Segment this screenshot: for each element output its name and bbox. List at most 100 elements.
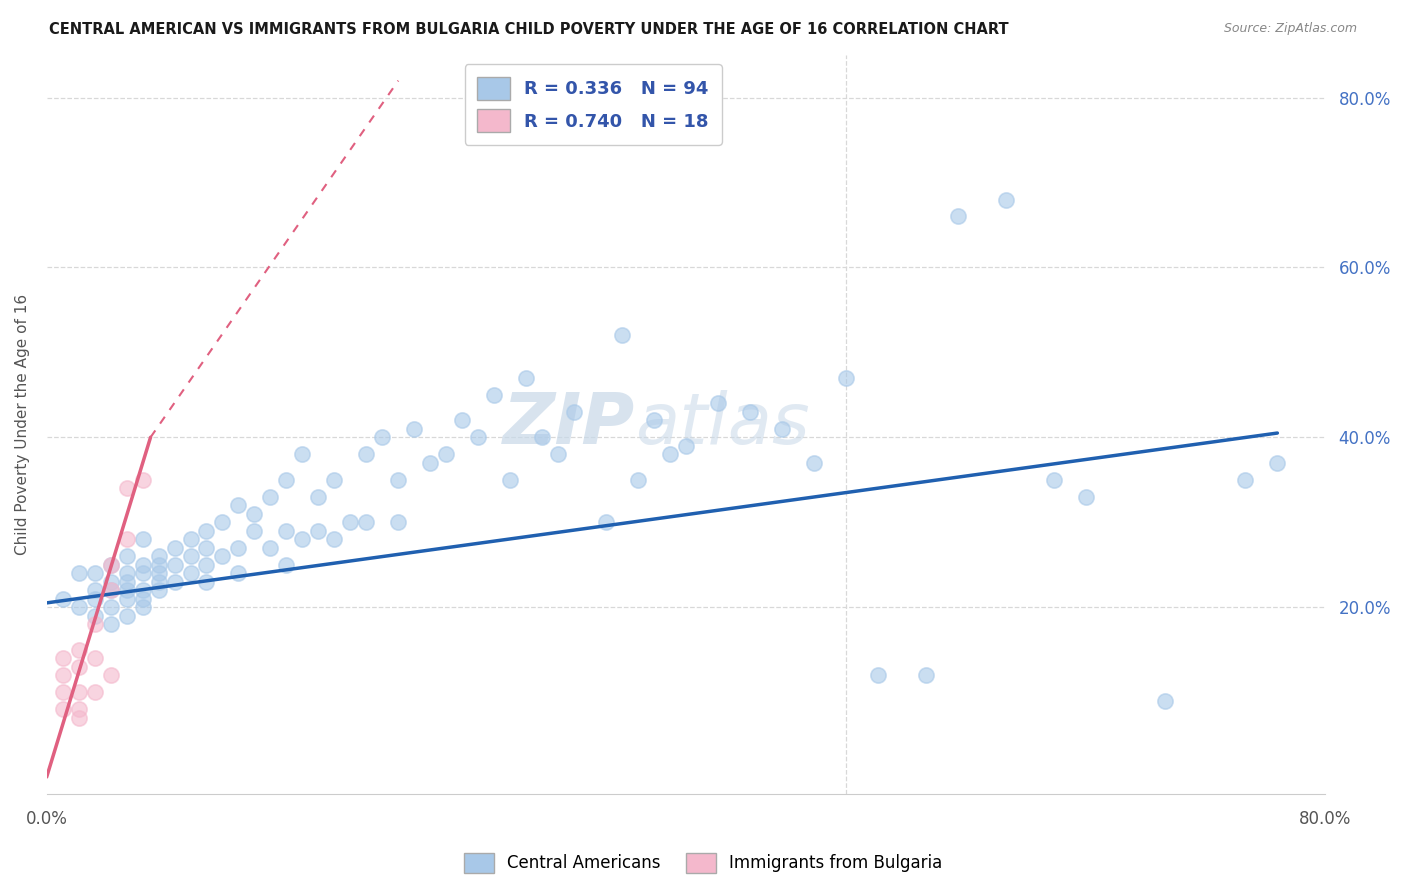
Point (211, 515, 233, 529)
Point (707, 396, 730, 410)
Point (52, 685, 75, 699)
Point (100, 583, 122, 598)
Y-axis label: Child Poverty Under the Age of 16: Child Poverty Under the Age of 16 (15, 294, 30, 555)
Point (115, 566, 138, 581)
Point (131, 473, 153, 487)
Point (115, 583, 138, 598)
Point (131, 566, 153, 581)
Point (434, 447, 457, 461)
Point (67, 710, 90, 724)
Point (115, 532, 138, 546)
Point (291, 447, 314, 461)
Text: ZIP: ZIP (502, 390, 636, 459)
Point (131, 591, 153, 606)
Point (387, 515, 409, 529)
Point (531, 430, 554, 444)
Text: Source: ZipAtlas.com: Source: ZipAtlas.com (1223, 22, 1357, 36)
Point (243, 524, 266, 538)
Point (419, 456, 441, 470)
Point (115, 608, 138, 623)
Point (675, 439, 697, 453)
Point (307, 490, 329, 504)
Point (1234, 473, 1257, 487)
Point (52, 591, 75, 606)
Point (499, 473, 522, 487)
Point (163, 558, 186, 572)
Point (163, 574, 186, 589)
Point (148, 549, 170, 564)
Point (515, 371, 537, 385)
Point (307, 524, 329, 538)
Point (180, 532, 202, 546)
Point (148, 566, 170, 581)
Point (946, 210, 969, 224)
Point (148, 558, 170, 572)
Point (738, 405, 761, 419)
Point (100, 558, 122, 572)
Point (195, 524, 218, 538)
Point (356, 515, 378, 529)
Point (259, 490, 281, 504)
Point (115, 481, 138, 495)
Point (228, 566, 250, 581)
Point (83, 651, 105, 665)
Point (131, 558, 153, 572)
Point (52, 668, 75, 682)
Point (562, 405, 585, 419)
Point (547, 447, 569, 461)
Point (67, 702, 90, 716)
Point (100, 617, 122, 632)
Point (67, 659, 90, 673)
Text: CENTRAL AMERICAN VS IMMIGRANTS FROM BULGARIA CHILD POVERTY UNDER THE AGE OF 16 C: CENTRAL AMERICAN VS IMMIGRANTS FROM BULG… (49, 22, 1010, 37)
Point (180, 549, 202, 564)
Point (610, 328, 633, 343)
Point (323, 473, 346, 487)
Point (148, 583, 170, 598)
Point (211, 549, 233, 564)
Point (994, 193, 1017, 207)
Point (100, 583, 122, 598)
Point (52, 651, 75, 665)
Point (163, 541, 186, 555)
Point (914, 668, 936, 682)
Point (276, 558, 298, 572)
Point (404, 422, 426, 436)
Point (866, 668, 889, 682)
Point (115, 591, 138, 606)
Point (100, 558, 122, 572)
Point (131, 583, 153, 598)
Text: atlas: atlas (636, 390, 810, 459)
Point (770, 422, 793, 436)
Point (228, 541, 250, 555)
Point (195, 541, 218, 555)
Point (83, 617, 105, 632)
Point (643, 413, 665, 427)
Point (1267, 456, 1289, 470)
Point (835, 371, 858, 385)
Point (595, 515, 617, 529)
Point (228, 498, 250, 512)
Point (100, 668, 122, 682)
Point (243, 507, 266, 521)
Point (148, 574, 170, 589)
Point (83, 566, 105, 581)
Point (291, 532, 314, 546)
Point (482, 388, 505, 402)
Point (83, 591, 105, 606)
Point (387, 473, 409, 487)
Point (356, 447, 378, 461)
Point (100, 600, 122, 615)
Point (339, 515, 361, 529)
Point (1042, 473, 1064, 487)
Legend: Central Americans, Immigrants from Bulgaria: Central Americans, Immigrants from Bulga… (457, 847, 949, 880)
Point (1154, 693, 1177, 707)
Point (67, 566, 90, 581)
Point (180, 566, 202, 581)
Point (83, 685, 105, 699)
Point (803, 456, 825, 470)
Point (259, 541, 281, 555)
Point (627, 473, 650, 487)
Point (100, 574, 122, 589)
Point (276, 473, 298, 487)
Legend: R = 0.336   N = 94, R = 0.740   N = 18: R = 0.336 N = 94, R = 0.740 N = 18 (465, 64, 721, 145)
